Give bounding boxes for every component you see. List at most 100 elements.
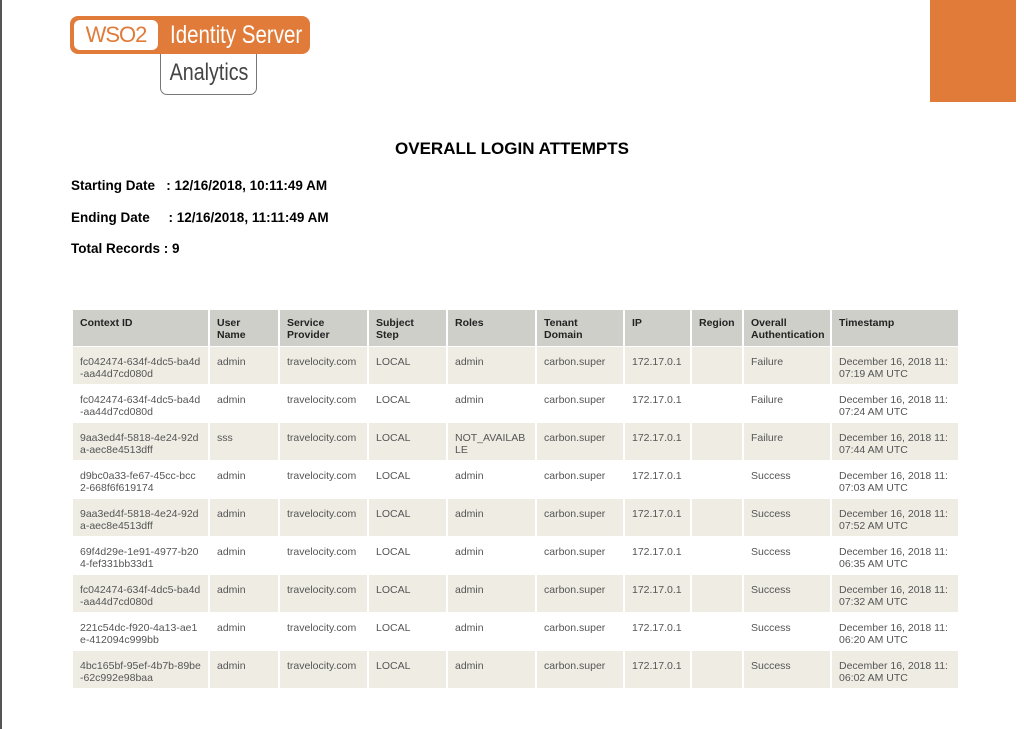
- column-header-region: Region: [692, 310, 742, 346]
- cell-timestamp: December 16, 2018 11:07:52 AM UTC: [832, 499, 958, 536]
- cell-service-provider: travelocity.com: [280, 499, 367, 536]
- starting-date: Starting Date : 12/16/2018, 10:11:49 AM: [71, 178, 328, 193]
- cell-timestamp: December 16, 2018 11:06:35 AM UTC: [839, 546, 948, 570]
- cell-service-provider: travelocity.com: [280, 575, 367, 612]
- cell-tenant-domain: carbon.super: [544, 394, 606, 406]
- logo-product: Identity Server: [170, 21, 303, 49]
- cell-region: [692, 575, 742, 612]
- cell-service-provider: travelocity.com: [287, 394, 357, 406]
- cell-subject-step: LOCAL: [376, 546, 411, 558]
- cell-service-provider: travelocity.com: [287, 622, 357, 634]
- cell-user-name: sss: [210, 423, 278, 460]
- logo-subproduct: Analytics: [160, 54, 257, 95]
- report-title: OVERALL LOGIN ATTEMPTS: [395, 139, 629, 158]
- column-header-overall-authentication: Overall Authentication: [744, 310, 830, 346]
- cell-subject-step: LOCAL: [369, 347, 446, 384]
- cell-overall-authentication: Failure: [744, 347, 830, 384]
- cell-ip: 172.17.0.1: [632, 394, 682, 406]
- cell-tenant-domain: carbon.super: [544, 546, 606, 558]
- table-row: 221c54dc-f920-4a13-ae1e-412094c999bb admi…: [73, 613, 958, 650]
- cell-ip: 172.17.0.1: [632, 622, 682, 634]
- cell-context-id: 69f4d29e-1e91-4977-b204-fef331bb33d1: [80, 546, 199, 570]
- cell-region: [692, 613, 742, 650]
- cell-roles: admin: [448, 575, 535, 612]
- cell-subject-step: LOCAL: [376, 622, 411, 634]
- cell-service-provider: travelocity.com: [280, 651, 367, 688]
- cell-context-id: fc042474-634f-4dc5-ba4d-aa44d7cd080d: [73, 347, 208, 384]
- cell-ip: 172.17.0.1: [632, 546, 682, 558]
- cell-ip: 172.17.0.1: [625, 423, 690, 460]
- cell-timestamp: December 16, 2018 11:07:44 AM UTC: [832, 423, 958, 460]
- login-attempts-table: Context ID User Name Service Provider Subje…: [71, 309, 960, 689]
- cell-roles: NOT_AVAILABLE: [448, 423, 535, 460]
- cell-subject-step: LOCAL: [369, 423, 446, 460]
- cell-service-provider: travelocity.com: [287, 546, 357, 558]
- cell-subject-step: LOCAL: [376, 470, 411, 482]
- logo-subproduct-text: Analytics: [169, 59, 249, 86]
- cell-ip: 172.17.0.1: [632, 470, 682, 482]
- orange-corner-block: [930, 0, 1016, 102]
- cell-overall-authentication: Success: [751, 622, 791, 634]
- cell-timestamp: December 16, 2018 11:07:24 AM UTC: [839, 394, 948, 418]
- ending-date: Ending Date : 12/16/2018, 11:11:49 AM: [71, 210, 329, 225]
- cell-user-name: admin: [217, 470, 246, 482]
- cell-overall-authentication: Success: [744, 575, 830, 612]
- cell-region: [692, 347, 742, 384]
- table-row: 9aa3ed4f-5818-4e24-92da-aec8e4513dff admi…: [73, 499, 958, 536]
- cell-user-name: admin: [210, 651, 278, 688]
- logo-brand: WSO2: [74, 20, 158, 50]
- logo-banner: WSO2 Identity Server: [70, 16, 310, 54]
- cell-subject-step: LOCAL: [369, 651, 446, 688]
- cell-service-provider: travelocity.com: [287, 470, 357, 482]
- cell-region: [692, 385, 742, 422]
- cell-tenant-domain: carbon.super: [544, 470, 606, 482]
- cell-ip: 172.17.0.1: [625, 651, 690, 688]
- cell-user-name: admin: [210, 499, 278, 536]
- cell-tenant-domain: carbon.super: [537, 575, 623, 612]
- cell-region: [692, 651, 742, 688]
- table-row: 9aa3ed4f-5818-4e24-92da-aec8e4513dff sss t…: [73, 423, 958, 460]
- cell-subject-step: LOCAL: [376, 394, 411, 406]
- table-row: 69f4d29e-1e91-4977-b204-fef331bb33d1 admi…: [73, 537, 958, 574]
- cell-roles: admin: [455, 394, 484, 406]
- cell-ip: 172.17.0.1: [625, 347, 690, 384]
- cell-user-name: admin: [210, 347, 278, 384]
- cell-overall-authentication: Success: [751, 546, 791, 558]
- cell-overall-authentication: Failure: [751, 394, 784, 406]
- cell-roles: admin: [448, 499, 535, 536]
- cell-subject-step: LOCAL: [369, 499, 446, 536]
- cell-tenant-domain: carbon.super: [537, 651, 623, 688]
- cell-ip: 172.17.0.1: [625, 575, 690, 612]
- column-header-timestamp: Timestamp: [832, 310, 958, 346]
- cell-overall-authentication: Success: [744, 499, 830, 536]
- column-header-service-provider: Service Provider: [280, 310, 367, 346]
- column-header-context-id: Context ID: [73, 310, 208, 346]
- table-row: d9bc0a33-fe67-45cc-bcc2-668f6f619174 admi…: [73, 461, 958, 498]
- cell-timestamp: December 16, 2018 11:07:32 AM UTC: [832, 575, 958, 612]
- table-row: fc042474-634f-4dc5-ba4d-aa44d7cd080d admi…: [73, 385, 958, 422]
- cell-context-id: fc042474-634f-4dc5-ba4d-aa44d7cd080d: [80, 394, 201, 418]
- cell-region: [692, 499, 742, 536]
- cell-context-id: 9aa3ed4f-5818-4e24-92da-aec8e4513dff: [73, 423, 208, 460]
- cell-context-id: fc042474-634f-4dc5-ba4d-aa44d7cd080d: [73, 575, 208, 612]
- cell-roles: admin: [455, 546, 484, 558]
- table-row: 4bc165bf-95ef-4b7b-89be-62c992e98baa admi…: [73, 651, 958, 688]
- column-header-roles: Roles: [448, 310, 535, 346]
- table-row: fc042474-634f-4dc5-ba4d-aa44d7cd080d admi…: [73, 575, 958, 612]
- table-header-row: Context ID User Name Service Provider Subje…: [73, 310, 958, 346]
- cell-user-name: admin: [217, 546, 246, 558]
- cell-user-name: admin: [217, 394, 246, 406]
- cell-overall-authentication: Success: [744, 651, 830, 688]
- cell-timestamp: December 16, 2018 11:07:19 AM UTC: [832, 347, 958, 384]
- column-header-ip: IP: [625, 310, 690, 346]
- cell-user-name: admin: [210, 575, 278, 612]
- column-header-tenant-domain: Tenant Domain: [537, 310, 623, 346]
- cell-roles: admin: [448, 651, 535, 688]
- column-header-user-name: User Name: [210, 310, 278, 346]
- cell-timestamp: December 16, 2018 11:07:03 AM UTC: [839, 470, 948, 494]
- table-row: fc042474-634f-4dc5-ba4d-aa44d7cd080d admi…: [73, 347, 958, 384]
- cell-region: [692, 461, 742, 498]
- cell-region: [692, 423, 742, 460]
- page-edge: [0, 0, 2, 729]
- cell-ip: 172.17.0.1: [625, 499, 690, 536]
